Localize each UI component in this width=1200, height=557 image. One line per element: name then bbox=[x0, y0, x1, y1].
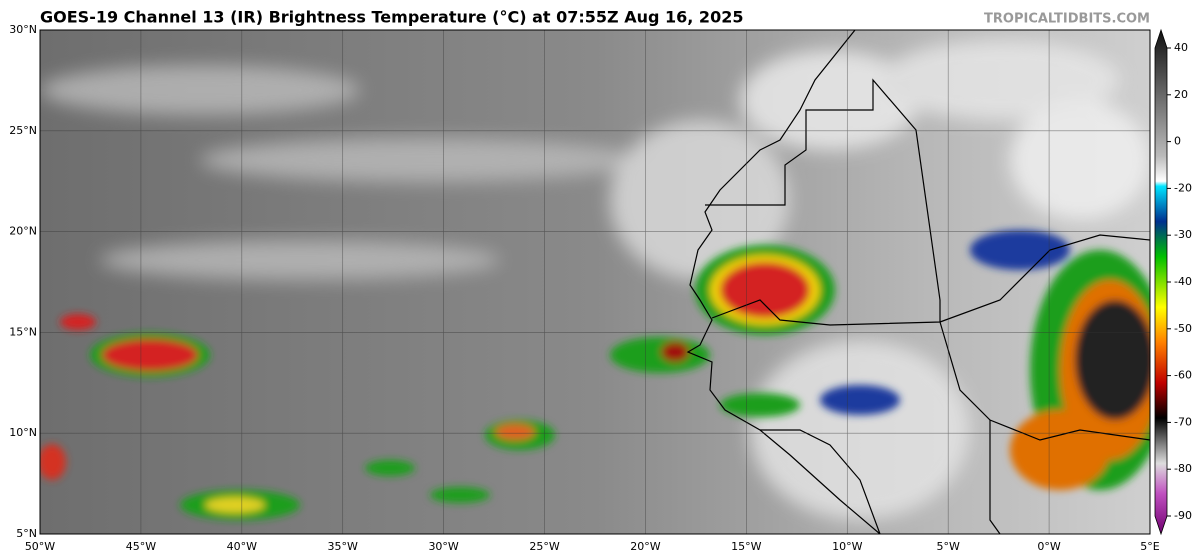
lon-label: 15°W bbox=[731, 540, 761, 553]
lon-label: 40°W bbox=[227, 540, 257, 553]
lon-label: 5°E bbox=[1140, 540, 1159, 553]
colorbar bbox=[1154, 28, 1168, 536]
colorbar-label: -90 bbox=[1174, 509, 1192, 522]
lat-label: 15°N bbox=[9, 325, 37, 338]
colorbar-label: -70 bbox=[1174, 415, 1192, 428]
colorbar-label: -50 bbox=[1174, 322, 1192, 335]
colorbar-label: 20 bbox=[1174, 88, 1188, 101]
lon-label: 25°W bbox=[529, 540, 559, 553]
title: GOES-19 Channel 13 (IR) Brightness Tempe… bbox=[40, 8, 743, 27]
lon-label: 10°W bbox=[832, 540, 862, 553]
lon-label: 50°W bbox=[25, 540, 55, 553]
colorbar-label: -30 bbox=[1174, 228, 1192, 241]
lon-label: 45°W bbox=[126, 540, 156, 553]
watermark: TROPICALTIDBITS.COM bbox=[984, 12, 1150, 27]
satellite-image bbox=[40, 30, 1150, 534]
lat-label: 25°N bbox=[9, 124, 37, 137]
lon-label: 20°W bbox=[630, 540, 660, 553]
map-frame bbox=[39, 29, 1151, 535]
lon-label: 5°W bbox=[936, 540, 959, 553]
lon-label: 35°W bbox=[328, 540, 358, 553]
lon-label: 30°W bbox=[428, 540, 458, 553]
lat-label: 10°N bbox=[9, 426, 37, 439]
lon-label: 0°W bbox=[1037, 540, 1060, 553]
lat-label: 30°N bbox=[9, 23, 37, 36]
colorbar-label: -40 bbox=[1174, 275, 1192, 288]
colorbar-label: -20 bbox=[1174, 181, 1192, 194]
colorbar-label: 40 bbox=[1174, 41, 1188, 54]
lat-label: 20°N bbox=[9, 225, 37, 238]
lat-label: 5°N bbox=[16, 527, 37, 540]
colorbar-label: -80 bbox=[1174, 462, 1192, 475]
colorbar-label: -60 bbox=[1174, 369, 1192, 382]
colorbar-label: 0 bbox=[1174, 135, 1181, 148]
